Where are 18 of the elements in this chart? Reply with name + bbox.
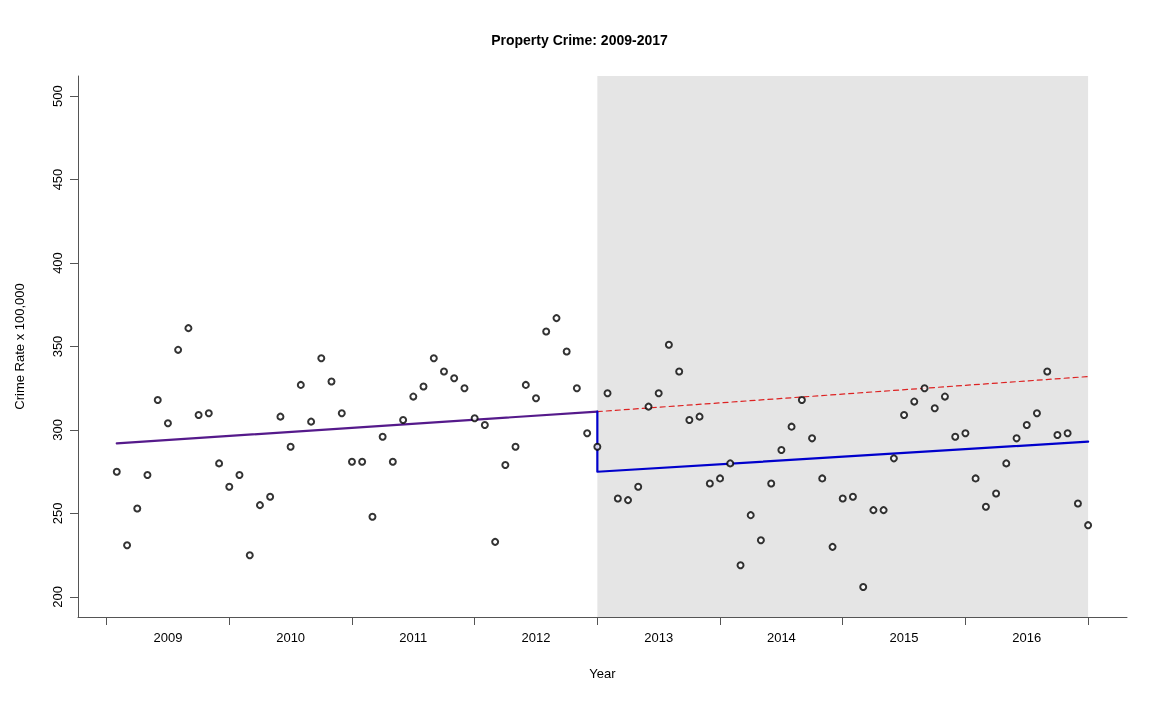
x-tick-label: 2015	[889, 630, 919, 645]
x-tick-label: 2016	[1012, 630, 1042, 645]
y-tick-label: 350	[50, 335, 65, 358]
x-tick-label: 2014	[766, 630, 796, 645]
y-tick-label: 200	[50, 586, 65, 608]
x-axis-title: Year	[589, 666, 617, 681]
y-tick-label: 250	[50, 502, 65, 525]
y-tick-label: 450	[50, 168, 65, 191]
x-tick-label: 2010	[276, 630, 306, 645]
x-tick-label: 2012	[521, 630, 551, 645]
chart-title: Property Crime: 2009-2017	[491, 32, 669, 48]
y-axis-title: Crime Rate x 100,000	[12, 283, 27, 410]
y-tick-label: 500	[50, 85, 65, 107]
x-tick-label: 2013	[644, 630, 674, 645]
x-tick-label: 2009	[153, 630, 183, 645]
y-tick-label: 400	[50, 252, 65, 274]
y-tick-label: 300	[50, 419, 65, 441]
x-tick-label: 2011	[399, 630, 428, 645]
